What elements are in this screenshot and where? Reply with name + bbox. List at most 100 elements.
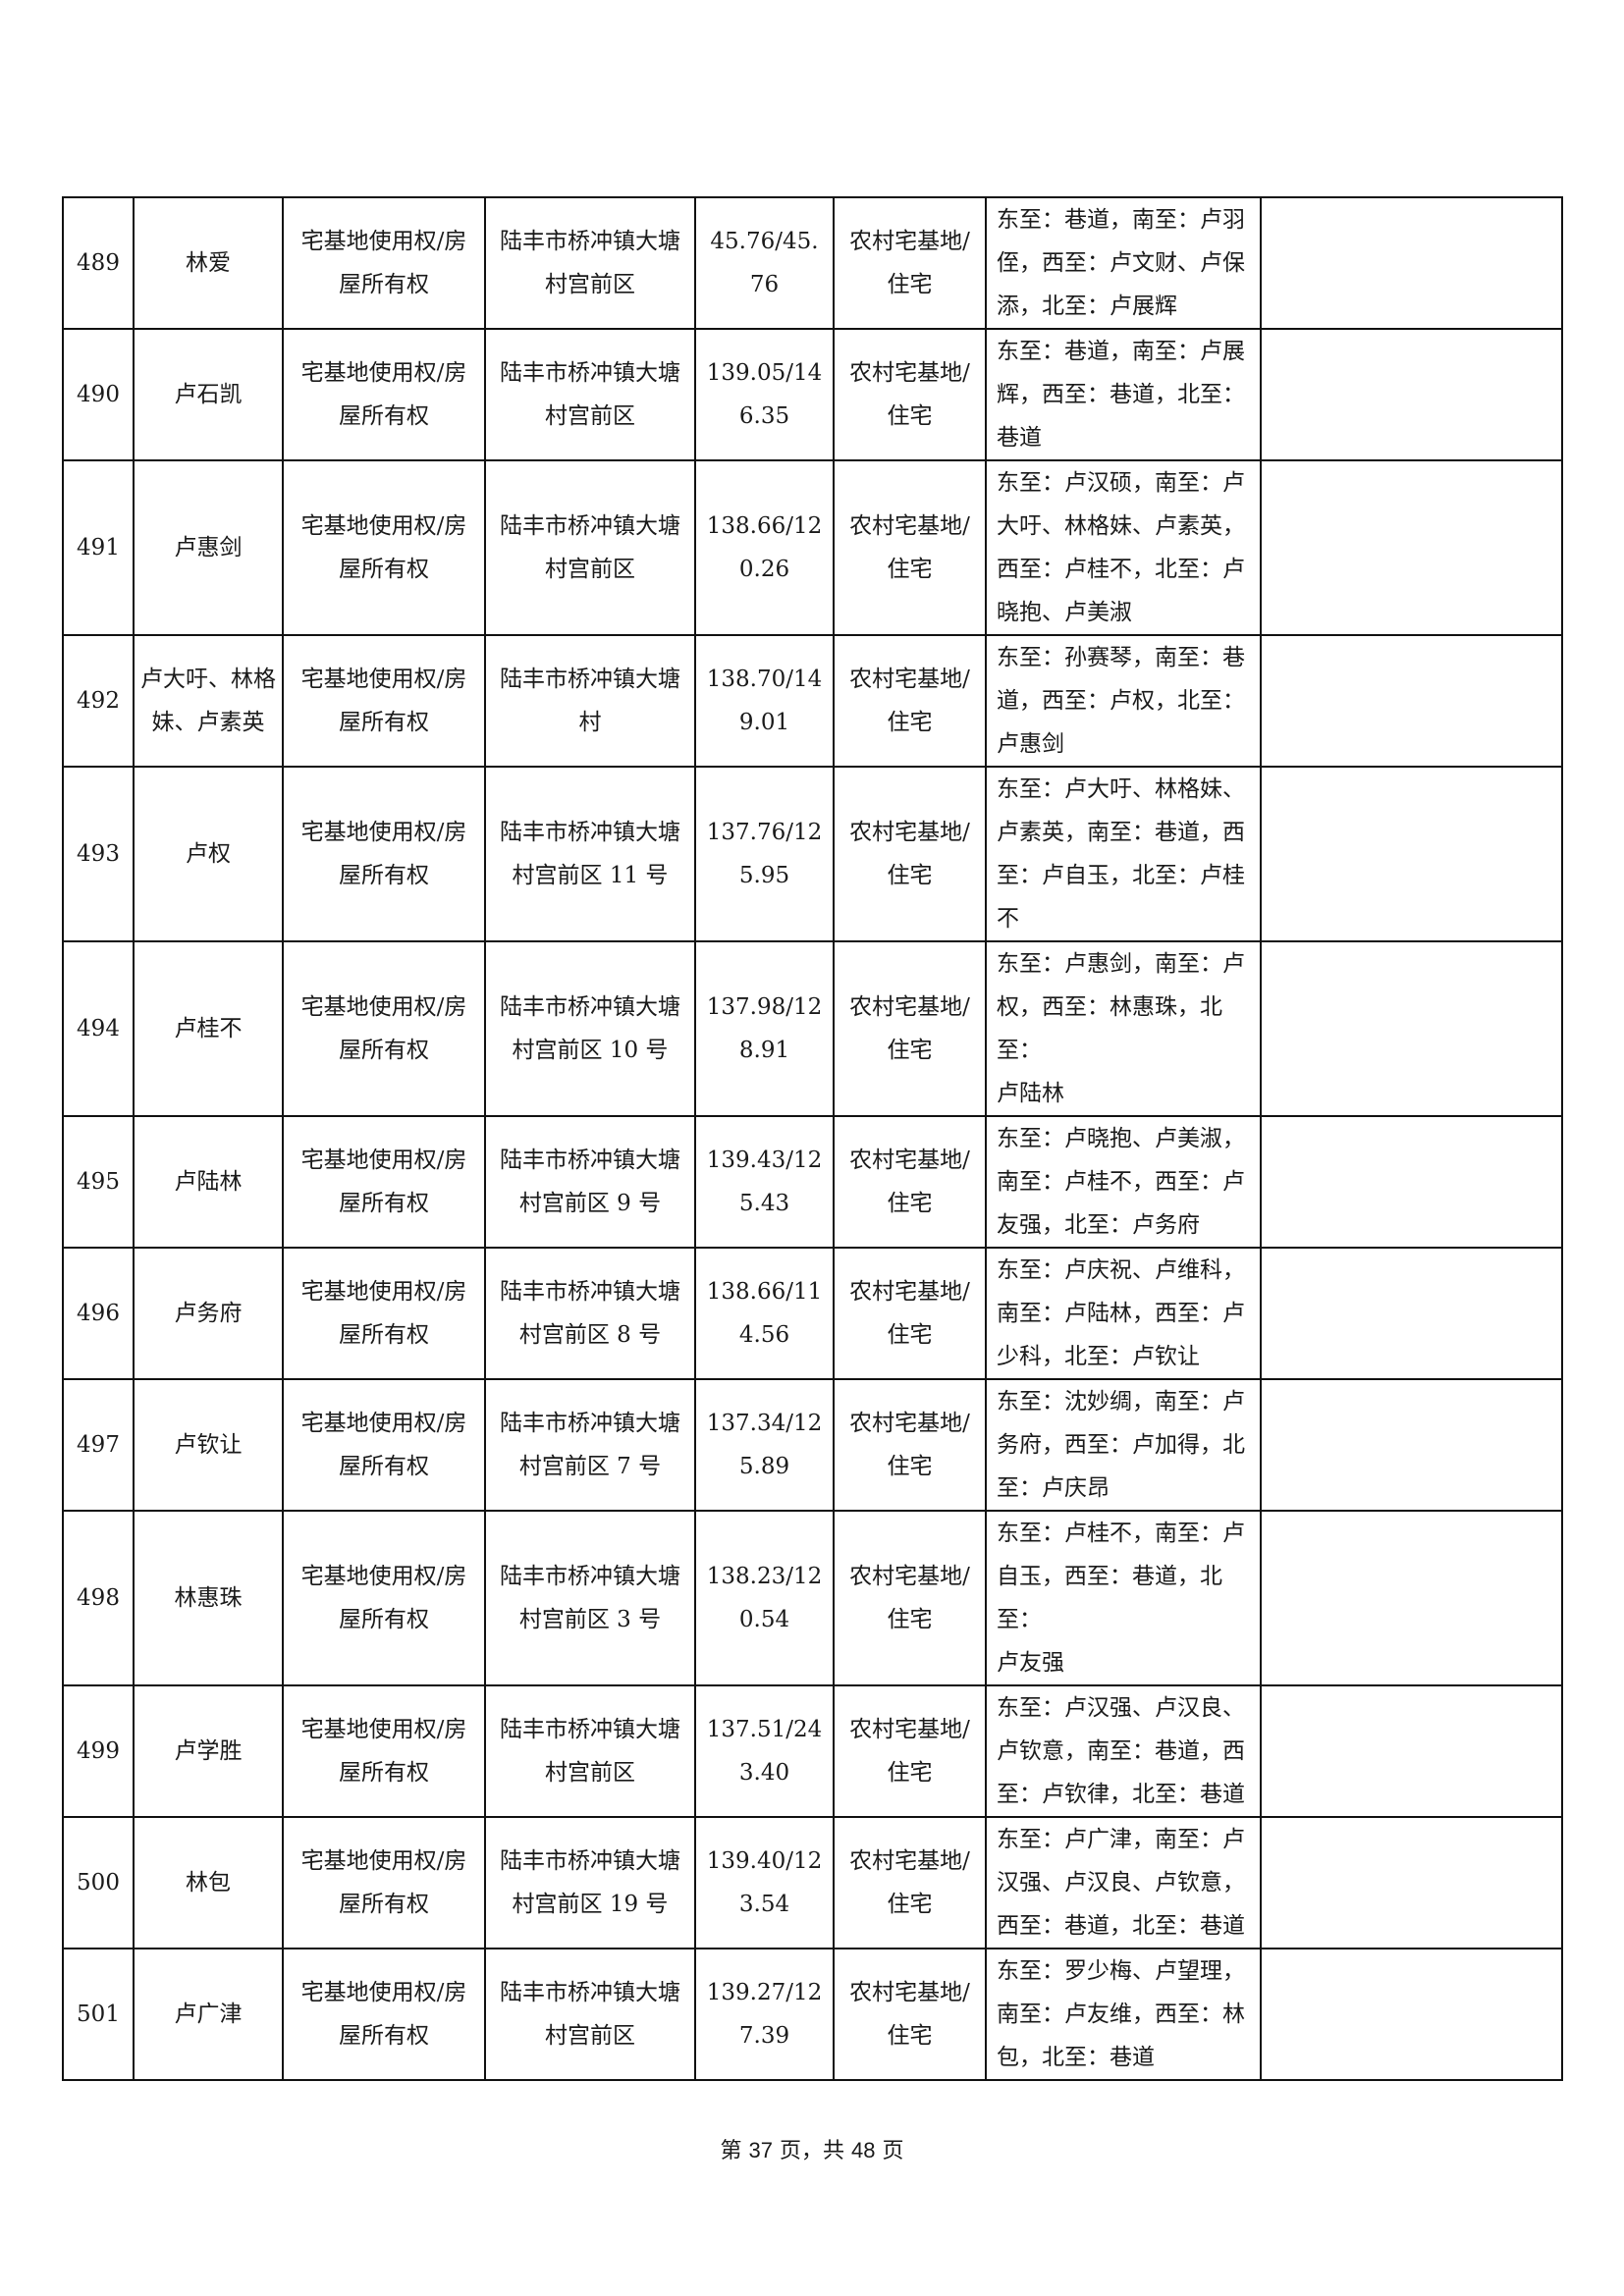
cell-location: 陆丰市桥冲镇大塘 村宫前区 [484, 1684, 696, 1818]
cell-land-type: 农村宅基地/ 住宅 [833, 766, 987, 942]
cell-area: 138.23/12 0.54 [694, 1510, 835, 1686]
cell-location: 陆丰市桥冲镇大塘 村宫前区 [484, 196, 696, 330]
cell-rights: 宅基地使用权/房 屋所有权 [282, 1684, 486, 1818]
cell-land-type: 农村宅基地/ 住宅 [833, 1816, 987, 1949]
cell-rights: 宅基地使用权/房 屋所有权 [282, 766, 486, 942]
table-row: 501 卢广津 宅基地使用权/房 屋所有权 陆丰市桥冲镇大塘 村宫前区 139.… [62, 1948, 1563, 2081]
cell-index: 501 [62, 1948, 135, 2081]
cell-rights: 宅基地使用权/房 屋所有权 [282, 1378, 486, 1512]
cell-note [1260, 634, 1563, 768]
table-row: 495 卢陆林 宅基地使用权/房 屋所有权 陆丰市桥冲镇大塘 村宫前区 9 号 … [62, 1115, 1563, 1249]
cell-boundaries: 东至：卢广津，南至：卢 汉强、卢汉良、卢钦意， 西至：巷道，北至：巷道 [985, 1816, 1262, 1949]
cell-rights: 宅基地使用权/房 屋所有权 [282, 634, 486, 768]
cell-land-type: 农村宅基地/ 住宅 [833, 1684, 987, 1818]
cell-owner: 卢钦让 [133, 1378, 284, 1512]
cell-boundaries: 东至：孙赛琴，南至：巷 道，西至：卢权，北至： 卢惠剑 [985, 634, 1262, 768]
cell-owner: 卢石凯 [133, 328, 284, 461]
cell-boundaries: 东至：卢惠剑，南至：卢 权，西至：林惠珠，北至： 卢陆林 [985, 940, 1262, 1117]
footer-total-pages: 48 [851, 2138, 876, 2163]
cell-index: 493 [62, 766, 135, 942]
table-row: 493 卢权 宅基地使用权/房 屋所有权 陆丰市桥冲镇大塘 村宫前区 11 号 … [62, 766, 1563, 942]
cell-land-type: 农村宅基地/ 住宅 [833, 940, 987, 1117]
cell-owner: 卢权 [133, 766, 284, 942]
cell-rights: 宅基地使用权/房 屋所有权 [282, 459, 486, 636]
cell-land-type: 农村宅基地/ 住宅 [833, 1115, 987, 1249]
cell-area: 137.34/12 5.89 [694, 1378, 835, 1512]
cell-index: 495 [62, 1115, 135, 1249]
cell-note [1260, 1684, 1563, 1818]
cell-area: 139.27/12 7.39 [694, 1948, 835, 2081]
cell-location: 陆丰市桥冲镇大塘 村宫前区 9 号 [484, 1115, 696, 1249]
cell-rights: 宅基地使用权/房 屋所有权 [282, 196, 486, 330]
cell-index: 494 [62, 940, 135, 1117]
cell-owner: 卢惠剑 [133, 459, 284, 636]
cell-rights: 宅基地使用权/房 屋所有权 [282, 1948, 486, 2081]
cell-note [1260, 940, 1563, 1117]
cell-note [1260, 1510, 1563, 1686]
cell-land-type: 农村宅基地/ 住宅 [833, 459, 987, 636]
table-row: 492 卢大吁、林格 妹、卢素英 宅基地使用权/房 屋所有权 陆丰市桥冲镇大塘 … [62, 634, 1563, 768]
cell-location: 陆丰市桥冲镇大塘 村宫前区 [484, 459, 696, 636]
table-row: 496 卢务府 宅基地使用权/房 屋所有权 陆丰市桥冲镇大塘 村宫前区 8 号 … [62, 1247, 1563, 1380]
cell-rights: 宅基地使用权/房 屋所有权 [282, 1816, 486, 1949]
cell-area: 137.51/24 3.40 [694, 1684, 835, 1818]
cell-index: 490 [62, 328, 135, 461]
cell-boundaries: 东至：沈妙绸，南至：卢 务府，西至：卢加得，北 至：卢庆昂 [985, 1378, 1262, 1512]
cell-boundaries: 东至：罗少梅、卢望理， 南至：卢友维，西至：林 包，北至：巷道 [985, 1948, 1262, 2081]
cell-note [1260, 196, 1563, 330]
cell-owner: 林惠珠 [133, 1510, 284, 1686]
cell-boundaries: 东至：卢汉强、卢汉良、 卢钦意，南至：巷道，西 至：卢钦律，北至：巷道 [985, 1684, 1262, 1818]
cell-rights: 宅基地使用权/房 屋所有权 [282, 1247, 486, 1380]
table-row: 498 林惠珠 宅基地使用权/房 屋所有权 陆丰市桥冲镇大塘 村宫前区 3 号 … [62, 1510, 1563, 1686]
table-row: 497 卢钦让 宅基地使用权/房 屋所有权 陆丰市桥冲镇大塘 村宫前区 7 号 … [62, 1378, 1563, 1512]
cell-location: 陆丰市桥冲镇大塘 村 [484, 634, 696, 768]
cell-index: 499 [62, 1684, 135, 1818]
cell-index: 497 [62, 1378, 135, 1512]
cell-boundaries: 东至：巷道，南至：卢展 辉，西至：巷道，北至： 巷道 [985, 328, 1262, 461]
cell-rights: 宅基地使用权/房 屋所有权 [282, 940, 486, 1117]
cell-owner: 卢学胜 [133, 1684, 284, 1818]
cell-area: 139.40/12 3.54 [694, 1816, 835, 1949]
table-row: 489 林爱 宅基地使用权/房 屋所有权 陆丰市桥冲镇大塘 村宫前区 45.76… [62, 196, 1563, 330]
cell-location: 陆丰市桥冲镇大塘 村宫前区 7 号 [484, 1378, 696, 1512]
cell-owner: 卢务府 [133, 1247, 284, 1380]
cell-area: 139.05/14 6.35 [694, 328, 835, 461]
footer-suffix: 页 [882, 2139, 904, 2163]
cell-location: 陆丰市桥冲镇大塘 村宫前区 10 号 [484, 940, 696, 1117]
cell-note [1260, 1115, 1563, 1249]
table-row: 500 林包 宅基地使用权/房 屋所有权 陆丰市桥冲镇大塘 村宫前区 19 号 … [62, 1816, 1563, 1949]
cell-note [1260, 1247, 1563, 1380]
page-footer: 第 37 页，共 48 页 [0, 2136, 1624, 2166]
cell-boundaries: 东至：巷道，南至：卢羽 侄，西至：卢文财、卢保 添，北至：卢展辉 [985, 196, 1262, 330]
cell-note [1260, 1378, 1563, 1512]
cell-area: 138.66/12 0.26 [694, 459, 835, 636]
cell-location: 陆丰市桥冲镇大塘 村宫前区 19 号 [484, 1816, 696, 1949]
footer-page-number: 37 [748, 2138, 773, 2163]
cell-note [1260, 1816, 1563, 1949]
table-row: 491 卢惠剑 宅基地使用权/房 屋所有权 陆丰市桥冲镇大塘 村宫前区 138.… [62, 459, 1563, 636]
cell-area: 45.76/45. 76 [694, 196, 835, 330]
cell-land-type: 农村宅基地/ 住宅 [833, 196, 987, 330]
cell-index: 492 [62, 634, 135, 768]
cell-owner: 卢陆林 [133, 1115, 284, 1249]
cell-location: 陆丰市桥冲镇大塘 村宫前区 11 号 [484, 766, 696, 942]
cell-index: 500 [62, 1816, 135, 1949]
cell-land-type: 农村宅基地/ 住宅 [833, 1378, 987, 1512]
land-registration-table: 489 林爱 宅基地使用权/房 屋所有权 陆丰市桥冲镇大塘 村宫前区 45.76… [62, 196, 1563, 2081]
cell-note [1260, 766, 1563, 942]
cell-area: 137.98/12 8.91 [694, 940, 835, 1117]
cell-boundaries: 东至：卢桂不，南至：卢 自玉，西至：巷道，北至： 卢友强 [985, 1510, 1262, 1686]
cell-note [1260, 459, 1563, 636]
cell-owner: 卢大吁、林格 妹、卢素英 [133, 634, 284, 768]
cell-area: 138.70/14 9.01 [694, 634, 835, 768]
table-row: 490 卢石凯 宅基地使用权/房 屋所有权 陆丰市桥冲镇大塘 村宫前区 139.… [62, 328, 1563, 461]
cell-owner: 林包 [133, 1816, 284, 1949]
cell-location: 陆丰市桥冲镇大塘 村宫前区 [484, 1948, 696, 2081]
cell-index: 498 [62, 1510, 135, 1686]
footer-middle: 页，共 [779, 2139, 844, 2163]
cell-land-type: 农村宅基地/ 住宅 [833, 1247, 987, 1380]
cell-owner: 卢广津 [133, 1948, 284, 2081]
cell-location: 陆丰市桥冲镇大塘 村宫前区 8 号 [484, 1247, 696, 1380]
table-row: 494 卢桂不 宅基地使用权/房 屋所有权 陆丰市桥冲镇大塘 村宫前区 10 号… [62, 940, 1563, 1117]
